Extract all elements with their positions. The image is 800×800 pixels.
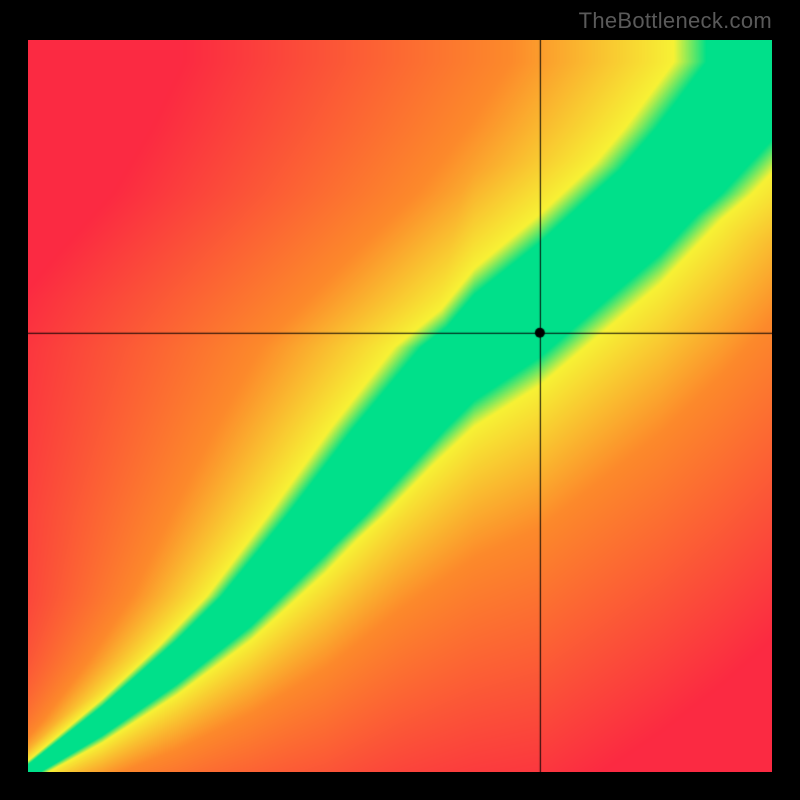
attribution-text: TheBottleneck.com <box>579 8 772 34</box>
bottleneck-heatmap <box>28 40 772 772</box>
heatmap-canvas <box>28 40 772 772</box>
